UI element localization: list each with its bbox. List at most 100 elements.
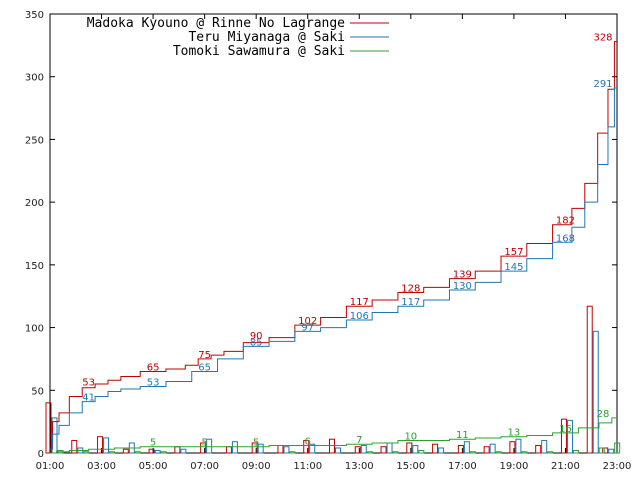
- hourly-bar: [483, 446, 490, 454]
- y-tick-label: 100: [25, 324, 44, 335]
- x-tick-label: 21:00: [551, 461, 580, 472]
- data-label: 28: [597, 409, 610, 420]
- data-label: 97: [301, 322, 314, 333]
- y-tick-label: 250: [25, 135, 44, 146]
- hourly-bar: [109, 451, 116, 454]
- hourly-bar: [469, 451, 476, 454]
- y-tick-label: 300: [25, 73, 44, 84]
- hourly-bar: [515, 438, 522, 454]
- hourly-bar: [380, 446, 387, 454]
- hourly-bar: [289, 451, 296, 454]
- hourly-bar: [457, 444, 464, 454]
- hourly-bar: [103, 437, 110, 454]
- x-tick-label: 09:00: [242, 461, 271, 472]
- hourly-bar: [257, 443, 264, 454]
- hourly-bar: [45, 402, 52, 454]
- hourly-bar: [608, 448, 615, 454]
- y-tick-label: 350: [25, 10, 44, 21]
- data-label: 128: [401, 283, 420, 294]
- data-label: 139: [453, 270, 472, 281]
- legend-label: Madoka Kyouno @ Rinne No Lagrange: [87, 16, 345, 31]
- hourly-bar: [148, 448, 155, 454]
- x-tick-label: 01:00: [36, 461, 65, 472]
- data-label: 41: [82, 393, 95, 404]
- hourly-bar: [180, 448, 187, 454]
- hourly-bar: [251, 442, 258, 454]
- hourly-bar: [309, 443, 316, 454]
- data-label: 65: [198, 362, 211, 373]
- data-label: 182: [556, 216, 575, 227]
- x-tick-label: 15:00: [396, 461, 425, 472]
- hourly-bar: [335, 447, 341, 454]
- data-label: 13: [508, 428, 521, 439]
- data-label: 65: [147, 362, 160, 373]
- data-label: 53: [147, 378, 160, 389]
- data-label: 7: [356, 435, 362, 446]
- hourly-bar: [392, 451, 399, 454]
- hourly-bar: [463, 441, 470, 454]
- data-label: 102: [298, 316, 317, 327]
- data-label: 328: [593, 33, 612, 44]
- hourly-bar: [495, 451, 502, 454]
- hourly-bar: [122, 448, 129, 454]
- hourly-bar: [354, 446, 361, 454]
- hourly-bar: [206, 438, 213, 454]
- hourly-bar: [283, 446, 290, 454]
- y-tick-label: 200: [25, 198, 44, 209]
- hourly-bar: [360, 444, 367, 454]
- hourly-bar: [329, 438, 335, 454]
- hourly-bar: [560, 418, 567, 454]
- data-label: 5: [253, 438, 259, 449]
- series-line: [50, 41, 617, 448]
- hourly-bar: [83, 451, 90, 454]
- hourly-bar: [614, 442, 621, 454]
- hourly-bar: [366, 451, 373, 454]
- hourly-bar: [598, 447, 605, 454]
- hourly-bar: [231, 441, 238, 454]
- hourly-bar: [432, 443, 439, 454]
- data-label: 145: [504, 262, 523, 273]
- hourly-bar: [303, 439, 310, 454]
- data-label: 168: [556, 233, 575, 244]
- hourly-bar: [572, 449, 579, 454]
- hourly-bar: [566, 419, 573, 454]
- data-label: 5: [150, 438, 156, 449]
- hourly-bar: [277, 444, 284, 454]
- x-tick-label: 13:00: [345, 461, 374, 472]
- data-label: 6: [305, 436, 311, 447]
- y-tick-label: 150: [25, 261, 44, 272]
- hourly-bar: [592, 330, 599, 454]
- hourly-bar: [225, 446, 232, 454]
- y-tick-label: 0: [38, 449, 44, 460]
- x-tick-label: 23:00: [603, 461, 632, 472]
- data-label: 10: [404, 431, 417, 442]
- data-label: 90: [250, 331, 263, 342]
- legend-label: Tomoki Sawamura @ Saki: [173, 44, 345, 59]
- x-tick-label: 07:00: [190, 461, 219, 472]
- hourly-bar: [602, 447, 609, 454]
- hourly-bar: [386, 442, 393, 454]
- hourly-bar: [541, 439, 548, 454]
- data-label: 117: [401, 297, 420, 308]
- hourly-bar: [174, 446, 181, 454]
- data-label: 85: [250, 337, 263, 348]
- data-label: 291: [593, 79, 612, 90]
- chart-bars: [45, 305, 621, 454]
- data-label: 130: [453, 281, 472, 292]
- hourly-bar: [586, 305, 593, 454]
- hourly-bar: [406, 442, 413, 454]
- series-line: [50, 87, 617, 450]
- hourly-bar: [412, 444, 419, 454]
- hourly-bar: [521, 451, 528, 454]
- plot-frame: [49, 13, 618, 454]
- hourly-bar: [154, 449, 161, 454]
- x-tick-label: 05:00: [139, 461, 168, 472]
- x-tick-label: 03:00: [87, 461, 116, 472]
- data-label: 53: [82, 378, 95, 389]
- hourly-bar: [438, 447, 445, 454]
- hourly-bar: [71, 439, 78, 454]
- hourly-bar: [535, 444, 542, 454]
- x-tick-label: 19:00: [499, 461, 528, 472]
